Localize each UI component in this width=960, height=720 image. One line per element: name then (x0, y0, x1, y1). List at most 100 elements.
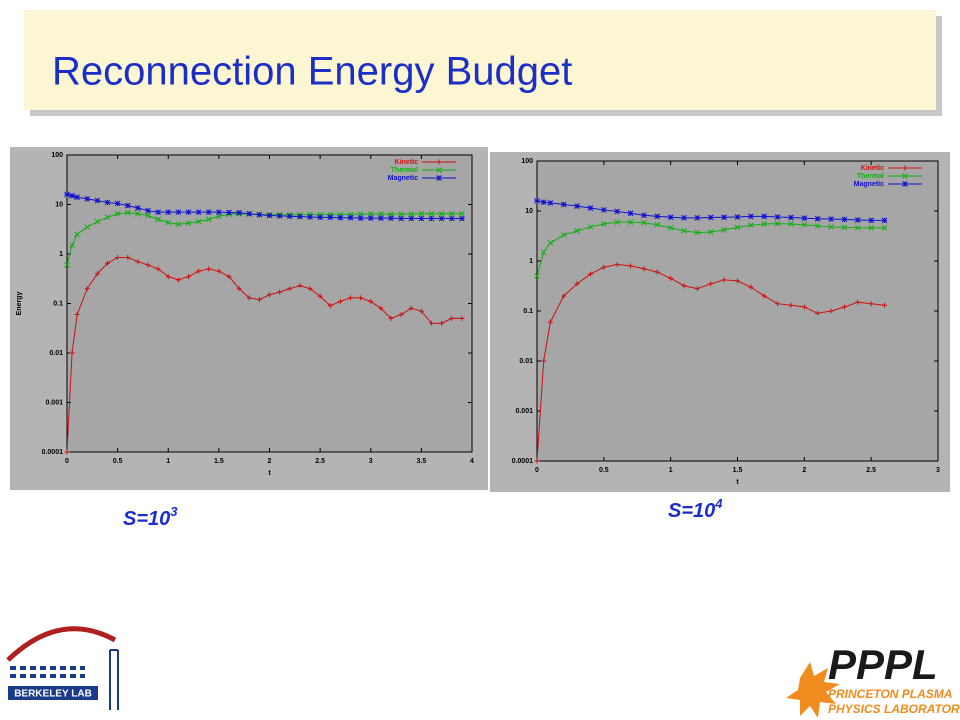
data-point (587, 205, 594, 211)
data-point (587, 271, 593, 277)
y-tick-label: 0.001 (45, 399, 63, 406)
data-point (534, 458, 540, 464)
data-point (814, 223, 821, 229)
data-point (801, 215, 808, 221)
data-point (195, 218, 202, 225)
data-point (654, 269, 660, 275)
data-point (337, 298, 343, 304)
x-tick-label: 0.5 (113, 458, 123, 465)
data-point (761, 213, 768, 220)
data-point (317, 214, 323, 221)
data-point (641, 266, 647, 272)
x-axis-label: t (268, 470, 271, 477)
data-point (246, 210, 253, 217)
data-point (774, 214, 781, 220)
data-point (64, 449, 70, 455)
data-point (418, 210, 425, 217)
data-point (854, 217, 861, 223)
x-tick-label: 0 (535, 467, 539, 474)
data-point (175, 209, 182, 216)
x-tick-label: 2.5 (866, 467, 876, 474)
legend-label: Thermal (391, 167, 418, 174)
caption: S=104 (668, 496, 723, 522)
data-point (681, 214, 687, 221)
data-point (628, 263, 634, 269)
data-point (185, 220, 192, 227)
legend-label: Kinetic (861, 165, 884, 172)
data-point (408, 305, 414, 311)
y-tick-label: 10 (55, 201, 63, 208)
data-point (774, 220, 781, 227)
data-point (449, 315, 455, 321)
data-point (388, 315, 394, 321)
data-point (155, 209, 161, 216)
logo-arc (6, 626, 117, 662)
data-point (641, 212, 647, 219)
data-point (841, 216, 848, 223)
x-tick-label: 4 (470, 458, 474, 465)
data-point (408, 215, 415, 222)
data-point (155, 266, 161, 272)
data-point (734, 214, 741, 220)
y-tick-label: 0.0001 (512, 458, 534, 465)
y-tick-label: 0.1 (53, 300, 63, 307)
data-point (614, 208, 621, 215)
plot-area (536, 160, 939, 462)
data-point (155, 216, 161, 223)
data-point (627, 210, 634, 217)
data-point (761, 221, 768, 227)
x-tick-label: 0 (65, 458, 69, 465)
series-line (537, 264, 885, 462)
legend-marker (436, 167, 442, 173)
legend-marker (902, 181, 908, 187)
legend-marker (902, 173, 908, 179)
caption-exponent: 4 (714, 496, 723, 511)
data-point (418, 308, 424, 314)
data-point (721, 226, 727, 233)
pppl-logo: PPPL PRINCETON PLASMA PHYSICS LABORATORY (786, 641, 960, 718)
data-point (69, 192, 75, 199)
data-point (881, 217, 888, 224)
logo-bars (10, 666, 85, 678)
berkeley-logo: BERKELEY LAB (6, 626, 119, 710)
data-point (84, 224, 91, 230)
data-point (104, 214, 111, 221)
x-tick-label: 3.5 (417, 458, 427, 465)
data-point (694, 229, 701, 236)
data-point (185, 209, 192, 216)
data-point (84, 286, 90, 292)
data-point (367, 211, 374, 217)
data-point (734, 224, 741, 231)
data-point (297, 283, 303, 289)
data-point (560, 232, 567, 238)
data-point (881, 225, 888, 231)
data-point (561, 293, 567, 299)
data-point (668, 275, 674, 281)
data-point (165, 274, 171, 280)
data-point (574, 228, 580, 234)
legend-marker (436, 175, 442, 181)
data-point (357, 215, 364, 222)
data-point (358, 295, 364, 301)
data-point (69, 242, 75, 249)
data-point (145, 207, 151, 214)
data-point (534, 197, 540, 204)
data-point (574, 203, 580, 210)
data-point (438, 215, 445, 222)
data-point (868, 225, 875, 231)
data-point (681, 228, 687, 234)
data-point (226, 274, 232, 280)
data-point (775, 301, 781, 307)
x-tick-label: 1 (669, 467, 673, 474)
data-point (547, 200, 554, 206)
data-point (448, 215, 455, 222)
caption-exponent: 3 (170, 504, 178, 519)
data-point (135, 210, 141, 217)
caption-text: S=10 (123, 508, 170, 530)
y-tick-label: 0.01 (519, 358, 533, 365)
data-point (145, 212, 151, 219)
x-tick-label: 2 (268, 458, 272, 465)
data-point (114, 200, 121, 207)
y-tick-label: 0.001 (515, 408, 533, 415)
data-point (828, 308, 834, 314)
